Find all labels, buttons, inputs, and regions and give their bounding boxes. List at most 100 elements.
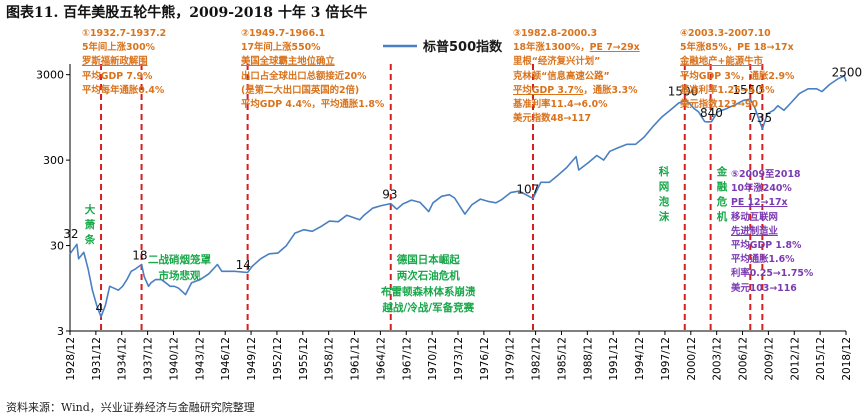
- bull5-line-7: 平均通胀1.6%: [731, 254, 795, 266]
- annotation-bull-2: ②1949.7-1966.1 17年间上涨550% 美国全球霸主地位确立 出口占…: [241, 27, 384, 112]
- x-tick-label: 1934/12: [117, 337, 129, 381]
- bull1-line-1: ①1932.7-1937.2: [82, 28, 167, 39]
- x-tick-label: 1940/12: [168, 337, 180, 381]
- bull4-line-2: 5年涨85%，PE 18→17x: [680, 42, 794, 54]
- bull5-line-1: ⑤2009至2018: [731, 169, 801, 180]
- point-label: 32: [63, 227, 78, 241]
- annotation-stagflation: 德国日本崛起 两次石油危机 布雷顿森林体系崩溃 越战/冷战/军备竞赛: [381, 252, 476, 316]
- chart-title: 图表11. 百年美股五轮牛熊，2009-2018 十年 3 倍长牛: [6, 5, 368, 21]
- x-tick-label: 1997/12: [660, 337, 672, 381]
- bull3-line-5b: ，通胀3.3%: [583, 84, 638, 96]
- x-tick-label: 1964/12: [375, 337, 387, 381]
- bull3-line-5: 平均GDP 3.7%，通胀3.3%: [513, 84, 640, 98]
- point-label: 735: [749, 111, 772, 125]
- point-label: 2500: [832, 65, 863, 79]
- legend: 标普500指数: [383, 39, 503, 55]
- bull2-line-5: (是第二大出口国英国的2倍): [241, 84, 360, 96]
- x-tick-label: 1955/12: [298, 337, 310, 381]
- x-tick-label: 1931/12: [91, 337, 103, 381]
- x-tick-label: 1991/12: [608, 337, 620, 381]
- postwar-line-1: 二战硝烟笼罩: [148, 254, 211, 266]
- x-tick-label: 2003/12: [712, 337, 724, 381]
- stagflation-line-1: 德国日本崛起: [396, 254, 460, 266]
- bull5-line-2: 10年涨240%: [731, 183, 792, 195]
- point-label: 18: [132, 249, 147, 263]
- x-tick-label: 1979/12: [505, 337, 517, 381]
- x-tick-label: 1994/12: [634, 337, 646, 381]
- point-label: 93: [382, 188, 397, 202]
- point-label: 1550: [732, 83, 763, 97]
- x-tick-label: 1952/12: [272, 337, 284, 381]
- bull5-line-9: 美元103→116: [731, 282, 797, 294]
- x-tick-label: 1937/12: [143, 337, 155, 381]
- x-tick-label: 1988/12: [582, 337, 594, 381]
- x-tick-label: 1976/12: [479, 337, 491, 381]
- bull1-line-5: 平均每年通胀0.4%: [82, 84, 165, 96]
- bull3-line-1: ③1982.8-2000.3: [513, 28, 598, 39]
- bull5-line-5: 先进制造业: [731, 225, 778, 237]
- x-tick-label: 2006/12: [738, 337, 750, 381]
- x-tick-label: 1973/12: [453, 337, 465, 381]
- bull3-line-2a: 18年涨1300%，: [513, 42, 590, 54]
- bull5-line-4: 移动互联网: [731, 211, 778, 223]
- bull3-line-5a: 平均GDP 3.7%: [513, 84, 584, 96]
- x-tick-label: 1967/12: [401, 337, 413, 381]
- point-label: 4: [95, 301, 103, 315]
- annotation-postwar: 二战硝烟笼罩 市场悲观: [148, 252, 211, 284]
- bull4-line-3: 金融地产+能源牛市: [680, 56, 763, 68]
- annotation-bull-3: ③1982.8-2000.3 18年涨1300%，PE 7→29x 里根“经济复…: [513, 27, 640, 126]
- annotation-depression: 大萧条: [84, 204, 96, 246]
- annotation-bull-1: ①1932.7-1937.2 5年间上涨300% 罗斯福新政解围 平均GDP 7…: [82, 27, 166, 98]
- x-tick-label: 2012/12: [789, 337, 801, 381]
- annotation-subprime: 金融危机: [716, 166, 728, 223]
- bull3-line-4: 克林顿“信息高速公路”: [513, 70, 610, 82]
- stagflation-line-4: 越战/冷战/军备竞赛: [382, 302, 475, 314]
- series-line: [69, 75, 847, 318]
- x-tick-label: 1985/12: [556, 337, 568, 381]
- y-tick-label: 300: [43, 154, 64, 167]
- point-label: 840: [700, 106, 723, 120]
- postwar-line-2: 市场悲观: [158, 270, 201, 282]
- x-tick-label: 1946/12: [220, 337, 232, 381]
- x-tick-label: 1982/12: [531, 337, 543, 381]
- x-tick-label: 1970/12: [427, 337, 439, 381]
- bull5-line-3: PE 12→17x: [731, 197, 788, 209]
- stagflation-line-2: 两次石油危机: [396, 270, 460, 282]
- bull3-line-6: 基准利率11.4→6.0%: [513, 99, 608, 111]
- x-tick-label: 2018/12: [841, 337, 853, 381]
- bull3-line-2b: PE 7→29x: [589, 42, 640, 54]
- x-tick-label: 2009/12: [763, 337, 775, 381]
- x-tick-label: 1961/12: [350, 337, 362, 381]
- bull3-line-3: 里根“经济复兴计划”: [513, 56, 601, 68]
- bull2-line-1: ②1949.7-1966.1: [241, 28, 326, 39]
- bull1-line-2: 5年间上涨300%: [82, 42, 155, 54]
- y-tick-label: 3000: [36, 69, 64, 82]
- bull1-line-4: 平均GDP 7.9%: [82, 70, 153, 82]
- source-note: 资料来源：Wind，兴业证券经济与金融研究院整理: [6, 401, 255, 414]
- bull4-line-6: 美元指数123→90: [680, 99, 758, 111]
- annotation-dotcom: 科网泡沫: [658, 166, 670, 223]
- axes: 3 30 300 3000 1928/12 1931/12 1934/12 1937/12 19…: [36, 64, 853, 381]
- bull2-line-4: 出口占全球出口总额接近20%: [241, 70, 367, 82]
- bull4-line-5: 基准利率1.25→4.5%: [680, 84, 775, 96]
- bull1-line-3: 罗斯福新政解围: [82, 56, 148, 68]
- annotation-bull-5: ⑤2009至2018 10年涨240% PE 12→17x 移动互联网 先进制造…: [731, 168, 813, 296]
- y-tick-label: 3: [57, 325, 64, 338]
- annotation-bull-4: ④2003.3-2007.10 5年涨85%，PE 18→17x 金融地产+能源…: [680, 27, 794, 112]
- point-label: 14: [236, 258, 251, 272]
- bull3-line-2: 18年涨1300%，PE 7→29x: [513, 41, 640, 55]
- y-tick-label: 30: [50, 240, 64, 253]
- series-sp500: [69, 75, 847, 318]
- stagflation-line-3: 布雷顿森林体系崩溃: [381, 286, 476, 298]
- bull4-line-1: ④2003.3-2007.10: [680, 28, 771, 39]
- bull2-line-3: 美国全球霸主地位确立: [241, 56, 335, 68]
- bull5-line-8: 利率0.25→1.75%: [731, 268, 814, 280]
- bull4-line-4: 平均GDP 3%，通胀2.9%: [680, 70, 795, 82]
- x-tick-label: 1928/12: [65, 337, 77, 381]
- point-label: 1500: [668, 84, 699, 98]
- bull5-line-6: 平均GDP 1.8%: [731, 240, 802, 252]
- x-tick-label: 1943/12: [194, 337, 206, 381]
- bull3-line-7: 美元指数48→117: [513, 113, 591, 125]
